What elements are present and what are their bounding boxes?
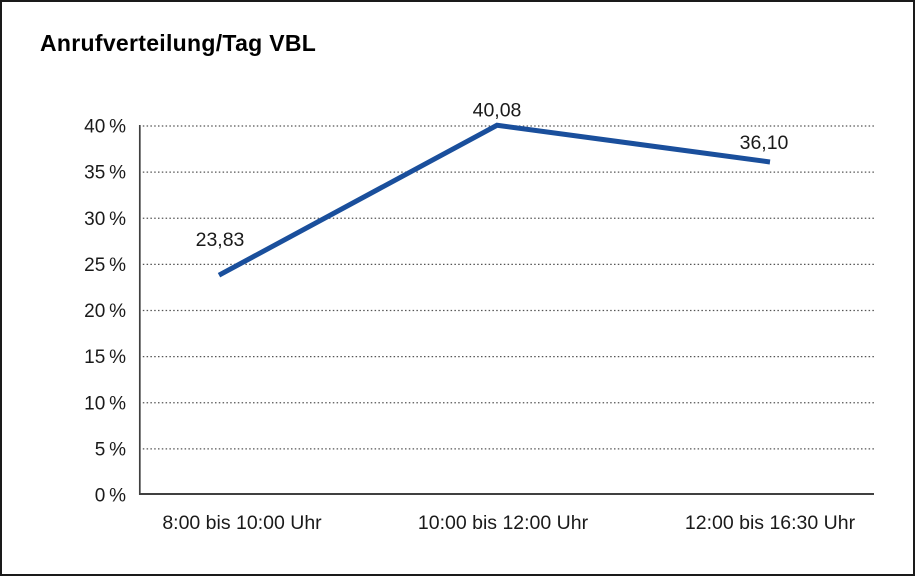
y-tick-label: 30 % <box>84 209 126 230</box>
y-tick-label: 40 % <box>84 117 126 138</box>
y-tick-label: 10 % <box>84 393 126 414</box>
y-tick-label: 5 % <box>95 439 126 460</box>
data-line <box>217 122 771 278</box>
data-point-label: 36,10 <box>740 132 789 154</box>
data-point-label: 23,83 <box>196 229 245 251</box>
chart-title: Anrufverteilung/Tag VBL <box>40 30 317 56</box>
y-tick-label: 25 % <box>84 255 126 276</box>
y-tick-label: 15 % <box>84 347 126 368</box>
y-tick-label: 0 % <box>95 486 126 507</box>
x-tick-label: 10:00 bis 12:00 Uhr <box>418 512 589 534</box>
data-point-label: 40,08 <box>473 99 522 121</box>
y-tick-label: 20 % <box>84 301 126 322</box>
y-tick-label: 35 % <box>84 163 126 184</box>
x-tick-label: 8:00 bis 10:00 Uhr <box>162 512 322 534</box>
x-tick-label: 12:00 bis 16:30 Uhr <box>685 512 856 534</box>
